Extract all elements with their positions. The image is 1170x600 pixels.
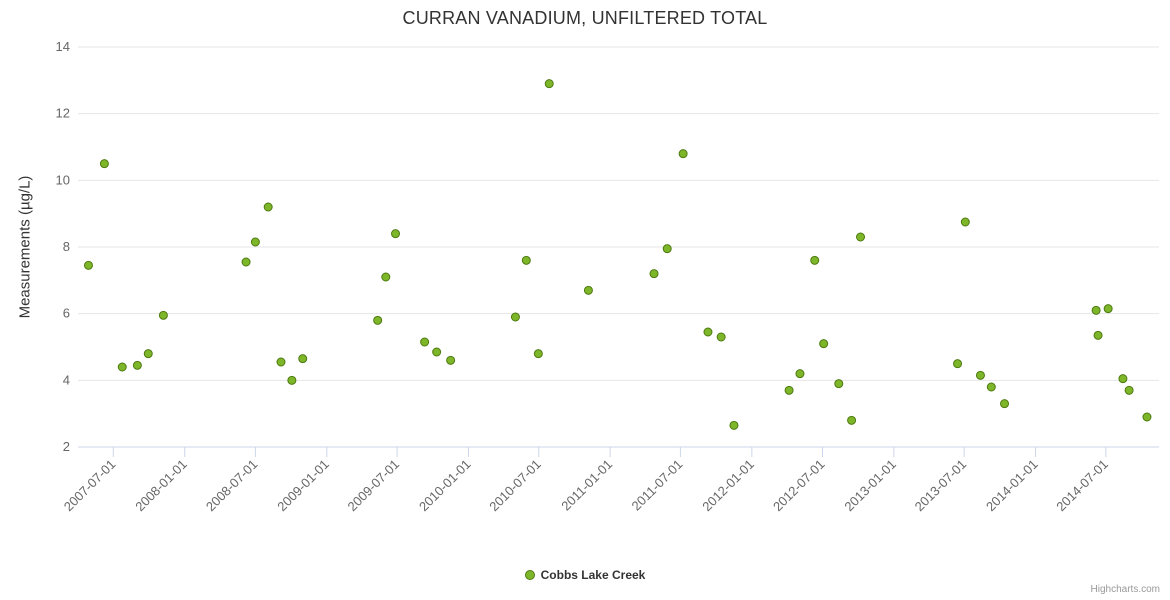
data-point[interactable] <box>117 362 127 372</box>
data-point[interactable] <box>83 260 93 270</box>
data-point[interactable] <box>263 202 273 212</box>
data-point[interactable] <box>1000 399 1010 409</box>
y-tick-label: 2 <box>63 439 70 454</box>
data-point[interactable] <box>432 347 442 357</box>
data-point[interactable] <box>986 382 996 392</box>
x-tick-label: 2009-07-01 <box>345 457 403 515</box>
x-tick-label: 2008-07-01 <box>203 457 261 515</box>
x-tick-label: 2013-01-01 <box>841 457 899 515</box>
data-point[interactable] <box>975 370 985 380</box>
x-tick-label: 2007-07-01 <box>61 457 119 515</box>
x-tick-label: 2014-07-01 <box>1053 457 1111 515</box>
y-tick-label: 6 <box>63 306 70 321</box>
x-tick-label: 2008-01-01 <box>132 457 190 515</box>
y-tick-label: 8 <box>63 239 70 254</box>
data-point[interactable] <box>819 339 829 349</box>
y-tick-label: 12 <box>56 106 70 121</box>
data-point[interactable] <box>1118 374 1128 384</box>
y-tick-label: 10 <box>56 172 70 187</box>
x-tick-label: 2014-01-01 <box>983 457 1041 515</box>
x-tick-label: 2010-01-01 <box>416 457 474 515</box>
data-point[interactable] <box>703 327 713 337</box>
data-point[interactable] <box>250 237 260 247</box>
data-point[interactable] <box>784 385 794 395</box>
data-point[interactable] <box>241 257 251 267</box>
y-tick-label: 14 <box>56 39 70 54</box>
legend-label: Cobbs Lake Creek <box>540 568 646 582</box>
data-point[interactable] <box>649 269 659 279</box>
x-tick-label: 2009-01-01 <box>274 457 332 515</box>
data-point[interactable] <box>287 375 297 385</box>
data-point[interactable] <box>521 255 531 265</box>
data-point[interactable] <box>856 232 866 242</box>
data-point[interactable] <box>143 349 153 359</box>
data-point[interactable] <box>678 149 688 159</box>
data-point[interactable] <box>298 354 308 364</box>
data-point[interactable] <box>533 349 543 359</box>
x-tick-label: 2010-07-01 <box>486 457 544 515</box>
data-point[interactable] <box>716 332 726 342</box>
data-point[interactable] <box>847 415 857 425</box>
data-point[interactable] <box>834 379 844 389</box>
legend-item-cobbs-lake-creek[interactable]: Cobbs Lake Creek <box>524 568 646 582</box>
data-point[interactable] <box>1103 304 1113 314</box>
data-point[interactable] <box>99 159 109 169</box>
x-tick-label: 2011-07-01 <box>629 457 686 514</box>
data-point[interactable] <box>420 337 430 347</box>
legend-marker-icon <box>524 570 535 580</box>
data-point[interactable] <box>1091 305 1101 315</box>
data-point[interactable] <box>1093 330 1103 340</box>
data-point[interactable] <box>662 244 672 254</box>
data-point[interactable] <box>391 229 401 239</box>
y-tick-label: 4 <box>63 372 70 387</box>
data-point[interactable] <box>795 369 805 379</box>
data-point[interactable] <box>953 359 963 369</box>
data-point[interactable] <box>132 360 142 370</box>
legend: Cobbs Lake Creek <box>0 568 1170 582</box>
chart-title: CURRAN VANADIUM, UNFILTERED TOTAL <box>402 8 768 28</box>
x-tick-label: 2011-01-01 <box>558 457 615 514</box>
data-point[interactable] <box>158 310 168 320</box>
highcharts-credit-link[interactable]: Highcharts.com <box>1090 584 1160 595</box>
data-point[interactable] <box>446 355 456 365</box>
x-tick-label: 2012-07-01 <box>770 457 828 515</box>
data-point[interactable] <box>1124 385 1134 395</box>
data-point[interactable] <box>373 315 383 325</box>
data-point[interactable] <box>544 79 554 89</box>
data-point[interactable] <box>810 255 820 265</box>
data-point[interactable] <box>729 420 739 430</box>
data-point[interactable] <box>381 272 391 282</box>
y-axis-title: Measurements (µg/L) <box>16 175 34 319</box>
x-tick-label: 2012-01-01 <box>699 457 757 515</box>
data-point[interactable] <box>510 312 520 322</box>
data-point[interactable] <box>1142 412 1152 422</box>
x-tick-label: 2013-07-01 <box>912 457 970 515</box>
data-point[interactable] <box>583 285 593 295</box>
data-point[interactable] <box>276 357 286 367</box>
data-point[interactable] <box>960 217 970 227</box>
